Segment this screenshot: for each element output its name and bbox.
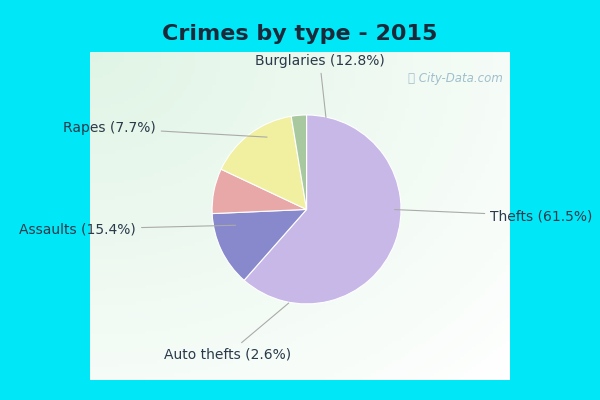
Text: ⓘ City-Data.com: ⓘ City-Data.com [409,72,503,85]
Text: Thefts (61.5%): Thefts (61.5%) [395,209,593,223]
Wedge shape [244,115,401,304]
Wedge shape [212,210,307,280]
Text: Crimes by type - 2015: Crimes by type - 2015 [163,24,437,44]
Wedge shape [212,169,307,214]
Text: Auto thefts (2.6%): Auto thefts (2.6%) [164,303,292,361]
Text: Rapes (7.7%): Rapes (7.7%) [63,121,267,137]
Wedge shape [291,115,307,210]
Wedge shape [221,116,307,210]
Text: Burglaries (12.8%): Burglaries (12.8%) [255,54,385,118]
Text: Assaults (15.4%): Assaults (15.4%) [19,222,236,236]
